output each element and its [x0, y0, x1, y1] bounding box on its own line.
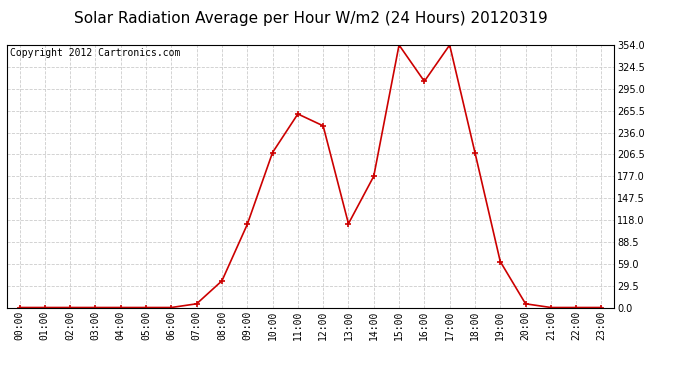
Text: Copyright 2012 Cartronics.com: Copyright 2012 Cartronics.com [10, 48, 180, 58]
Text: Solar Radiation Average per Hour W/m2 (24 Hours) 20120319: Solar Radiation Average per Hour W/m2 (2… [74, 11, 547, 26]
